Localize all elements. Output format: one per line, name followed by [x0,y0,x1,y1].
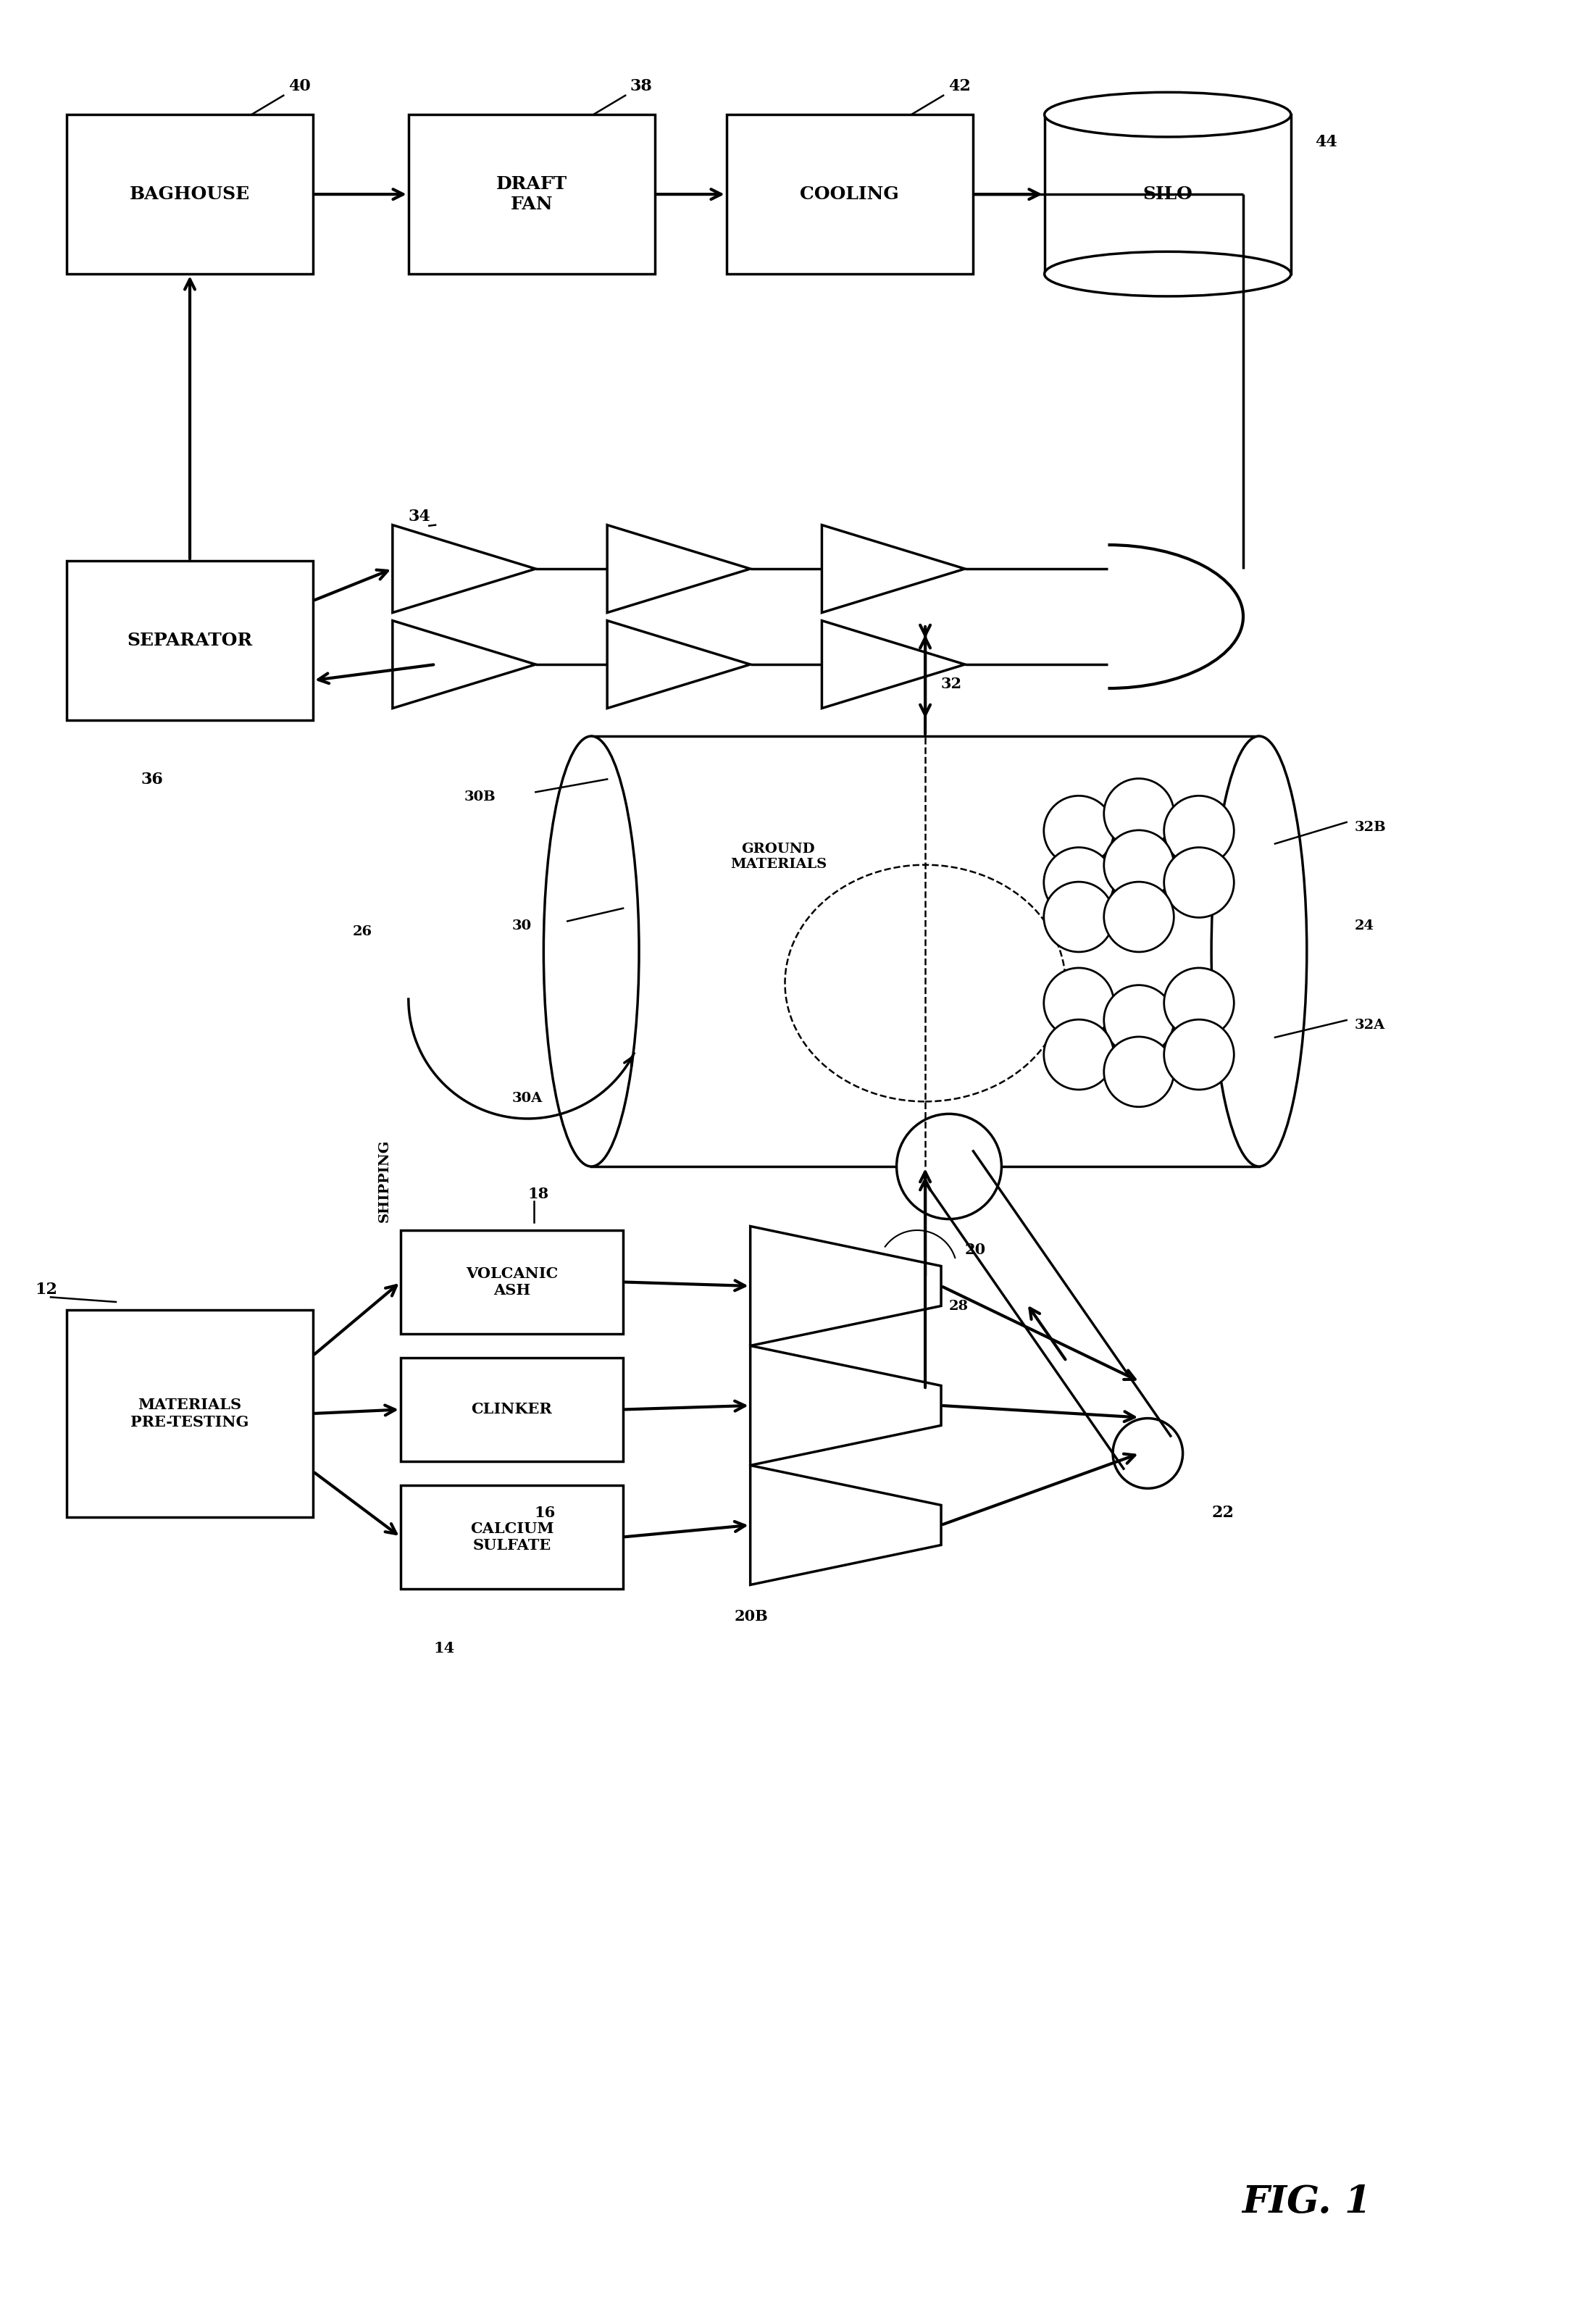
Text: 30A: 30A [512,1091,543,1105]
Text: SHIPPING: SHIPPING [378,1140,391,1223]
Text: SILO: SILO [1143,185,1192,204]
Text: BAGHOUSE: BAGHOUSE [129,185,251,204]
Text: 40: 40 [289,79,311,95]
Bar [401,1485,622,1589]
Text: 12: 12 [35,1281,57,1298]
Text: CALCIUM
SULFATE: CALCIUM SULFATE [469,1522,554,1552]
Circle shape [1163,969,1234,1038]
Text: CLINKER: CLINKER [471,1402,552,1416]
Text: 28: 28 [950,1300,969,1314]
Text: 16: 16 [535,1506,555,1520]
Text: COOLING: COOLING [800,185,899,204]
Circle shape [1104,1036,1175,1108]
Ellipse shape [1044,253,1291,297]
Circle shape [1104,985,1175,1054]
Text: 42: 42 [948,79,970,95]
Text: 24: 24 [1355,920,1374,934]
Text: 32B: 32B [1355,820,1387,834]
Circle shape [1044,1019,1114,1089]
Bar [409,114,654,273]
Bar [67,114,313,273]
Circle shape [1163,795,1234,867]
Text: 36: 36 [140,772,163,788]
Bar [401,1230,622,1335]
Ellipse shape [1044,93,1291,137]
Circle shape [1044,883,1114,952]
Text: 30: 30 [512,920,531,934]
Bar [67,1309,313,1518]
Circle shape [1044,969,1114,1038]
Circle shape [1112,1418,1183,1488]
Circle shape [1163,1019,1234,1089]
Text: 14: 14 [434,1640,455,1654]
Text: 18: 18 [528,1186,549,1200]
Text: GROUND
MATERIALS: GROUND MATERIALS [729,843,827,871]
Circle shape [1044,795,1114,867]
Text: 38: 38 [630,79,653,95]
Circle shape [1044,848,1114,918]
Text: VOLCANIC
ASH: VOLCANIC ASH [466,1267,559,1298]
Text: 22: 22 [1211,1504,1234,1520]
Circle shape [1104,829,1175,901]
Circle shape [1104,883,1175,952]
Text: FIG. 1: FIG. 1 [1242,2185,1371,2222]
Ellipse shape [544,737,638,1165]
Bar [401,1358,622,1462]
Text: MATERIALS
PRE-TESTING: MATERIALS PRE-TESTING [131,1397,249,1430]
Text: 32: 32 [942,677,962,690]
Bar [726,114,974,273]
Ellipse shape [1211,737,1307,1165]
Bar [1044,114,1291,273]
Bar [67,561,313,721]
Text: 44: 44 [1315,134,1337,151]
Text: 20: 20 [966,1242,986,1258]
Text: 34: 34 [409,510,431,524]
Circle shape [1104,779,1175,848]
Circle shape [1163,848,1234,918]
Text: DRAFT
FAN: DRAFT FAN [496,176,567,213]
Text: 20B: 20B [734,1608,768,1624]
Text: SEPARATOR: SEPARATOR [128,633,252,649]
Text: 26: 26 [353,924,372,938]
Bar [591,737,1259,1165]
Text: 32A: 32A [1355,1019,1385,1031]
Circle shape [897,1114,1002,1219]
Text: 30B: 30B [464,790,496,804]
